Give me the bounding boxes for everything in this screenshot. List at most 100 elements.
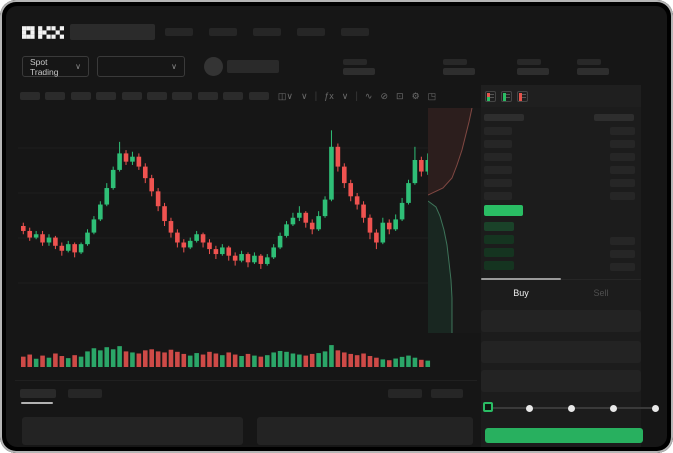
orders-table-skeleton-2: [257, 417, 473, 445]
book-bids-icon[interactable]: [501, 91, 512, 102]
draw-tool-icon[interactable]: ⊘: [380, 91, 389, 101]
ask-amount-skeleton[interactable]: [610, 127, 635, 135]
orderbook-header-price: [484, 114, 524, 121]
bottom-active-tab-underline: [21, 402, 53, 404]
chevron-down-icon: ∨: [75, 61, 81, 71]
pair-selector[interactable]: ∨: [97, 56, 185, 77]
icon-lines: [490, 94, 494, 99]
icon-lines: [506, 94, 510, 99]
pair-name-skeleton: [227, 60, 279, 73]
stat-label-skeleton: [517, 59, 541, 65]
ask-price-skeleton[interactable]: [484, 140, 512, 148]
bottom-tab-history[interactable]: [68, 389, 102, 398]
slider-step-dot[interactable]: [526, 404, 534, 412]
orders-table-skeleton: [22, 417, 243, 445]
stat-value-skeleton: [577, 68, 609, 75]
candlestick-chart[interactable]: [18, 106, 432, 376]
stat-value-skeleton: [517, 68, 549, 75]
toolbar-chip-skeleton[interactable]: [172, 92, 193, 100]
toolbar-chip-skeleton[interactable]: [146, 92, 167, 100]
divider: |: [355, 90, 358, 102]
chart-toolbar: ◫∨ ∨ | ƒx ∨ | ∿ ⊘ ⊡ ⚙ ◳: [20, 90, 440, 102]
ask-amount-skeleton[interactable]: [610, 166, 635, 174]
ask-price-skeleton[interactable]: [484, 166, 512, 174]
slider-step-dot[interactable]: [651, 404, 659, 412]
slider-step-dot[interactable]: [609, 404, 617, 412]
nav-item-skeleton[interactable]: [209, 28, 237, 36]
ask-amount-skeleton[interactable]: [610, 192, 635, 200]
tab-sell[interactable]: Sell: [593, 288, 609, 298]
toolbar-chip-skeleton[interactable]: [70, 92, 91, 100]
nav-item-skeleton[interactable]: [165, 28, 193, 36]
stat-value-skeleton: [443, 68, 475, 75]
bottom-tab-open-orders[interactable]: [20, 389, 56, 398]
icon-color-top: [487, 93, 490, 97]
amount-input-skeleton[interactable]: [481, 341, 641, 363]
price-input-skeleton[interactable]: [481, 310, 641, 332]
ask-price-skeleton[interactable]: [484, 179, 512, 187]
toolbar-chip-skeleton[interactable]: [45, 92, 66, 100]
bid-amount-skeleton[interactable]: [610, 250, 635, 258]
book-combined-icon[interactable]: [485, 91, 496, 102]
ask-price-skeleton[interactable]: [484, 192, 512, 200]
toolbar-chip-skeleton[interactable]: [121, 92, 142, 100]
total-input-skeleton[interactable]: [481, 370, 641, 392]
bottom-divider: [15, 380, 477, 381]
bid-price-skeleton[interactable]: [484, 222, 514, 231]
tab-buy[interactable]: Buy: [513, 288, 529, 298]
bid-price-skeleton[interactable]: [484, 248, 514, 257]
interval-icon[interactable]: ∨: [301, 91, 308, 101]
bottom-action-skeleton-1[interactable]: [388, 389, 422, 398]
slider-step-dot[interactable]: [568, 404, 575, 412]
icon-lines: [522, 94, 526, 99]
stat-label-skeleton: [577, 59, 601, 65]
nav-item-skeleton[interactable]: [341, 28, 369, 36]
market-type-label: Spot Trading: [30, 56, 59, 77]
nav-item-skeleton[interactable]: [253, 28, 281, 36]
orderbook-header-amount: [594, 114, 634, 121]
tabs-divider: [481, 279, 641, 280]
last-price-bar[interactable]: [484, 205, 523, 216]
stat-label-skeleton: [443, 59, 467, 65]
ask-price-skeleton[interactable]: [484, 153, 512, 161]
toolbar-chip-skeleton[interactable]: [197, 92, 218, 100]
bid-amount-skeleton[interactable]: [610, 263, 635, 271]
ask-amount-skeleton[interactable]: [610, 153, 635, 161]
toolbar-chip-skeleton[interactable]: [20, 92, 40, 100]
bid-price-skeleton[interactable]: [484, 235, 514, 244]
toolbar-chip-skeleton[interactable]: [96, 92, 117, 100]
header-search-skeleton[interactable]: [70, 24, 155, 40]
stat-label-skeleton: [343, 59, 367, 65]
line-tool-icon[interactable]: ∿: [364, 91, 373, 101]
snapshot-icon[interactable]: ⊡: [396, 91, 404, 101]
fullscreen-icon[interactable]: ◳: [427, 91, 437, 101]
icon-color-top: [503, 93, 506, 97]
toolbar-chip-skeleton[interactable]: [248, 92, 269, 100]
icon-color-bottom: [519, 97, 522, 101]
bid-amount-skeleton[interactable]: [610, 237, 635, 245]
ask-price-skeleton[interactable]: [484, 127, 512, 135]
buy-submit-button[interactable]: [485, 428, 643, 443]
bottom-action-skeleton-2[interactable]: [431, 389, 463, 398]
coin-avatar: [204, 57, 223, 76]
amount-slider-handle[interactable]: [483, 402, 493, 412]
candle-style-icon[interactable]: ◫∨: [277, 91, 293, 101]
market-type-selector[interactable]: Spot Trading ∨: [22, 56, 89, 77]
indicators-chevron-icon[interactable]: ∨: [341, 91, 349, 101]
bid-price-skeleton[interactable]: [484, 261, 514, 270]
ask-amount-skeleton[interactable]: [610, 179, 635, 187]
book-asks-icon[interactable]: [517, 91, 528, 102]
chart-settings-icon[interactable]: ⚙: [411, 91, 420, 101]
stat-value-skeleton: [343, 68, 375, 75]
ask-amount-skeleton[interactable]: [610, 140, 635, 148]
nav-item-skeleton[interactable]: [297, 28, 325, 36]
active-tab-indicator: [481, 278, 561, 280]
divider: |: [314, 90, 318, 102]
okx-logo: [22, 26, 64, 39]
depth-chart: [428, 108, 481, 333]
toolbar-chip-skeleton[interactable]: [223, 92, 244, 100]
indicators-icon[interactable]: ƒx: [324, 91, 334, 101]
chevron-down-icon: ∨: [171, 61, 177, 71]
icon-color-top: [519, 93, 522, 97]
